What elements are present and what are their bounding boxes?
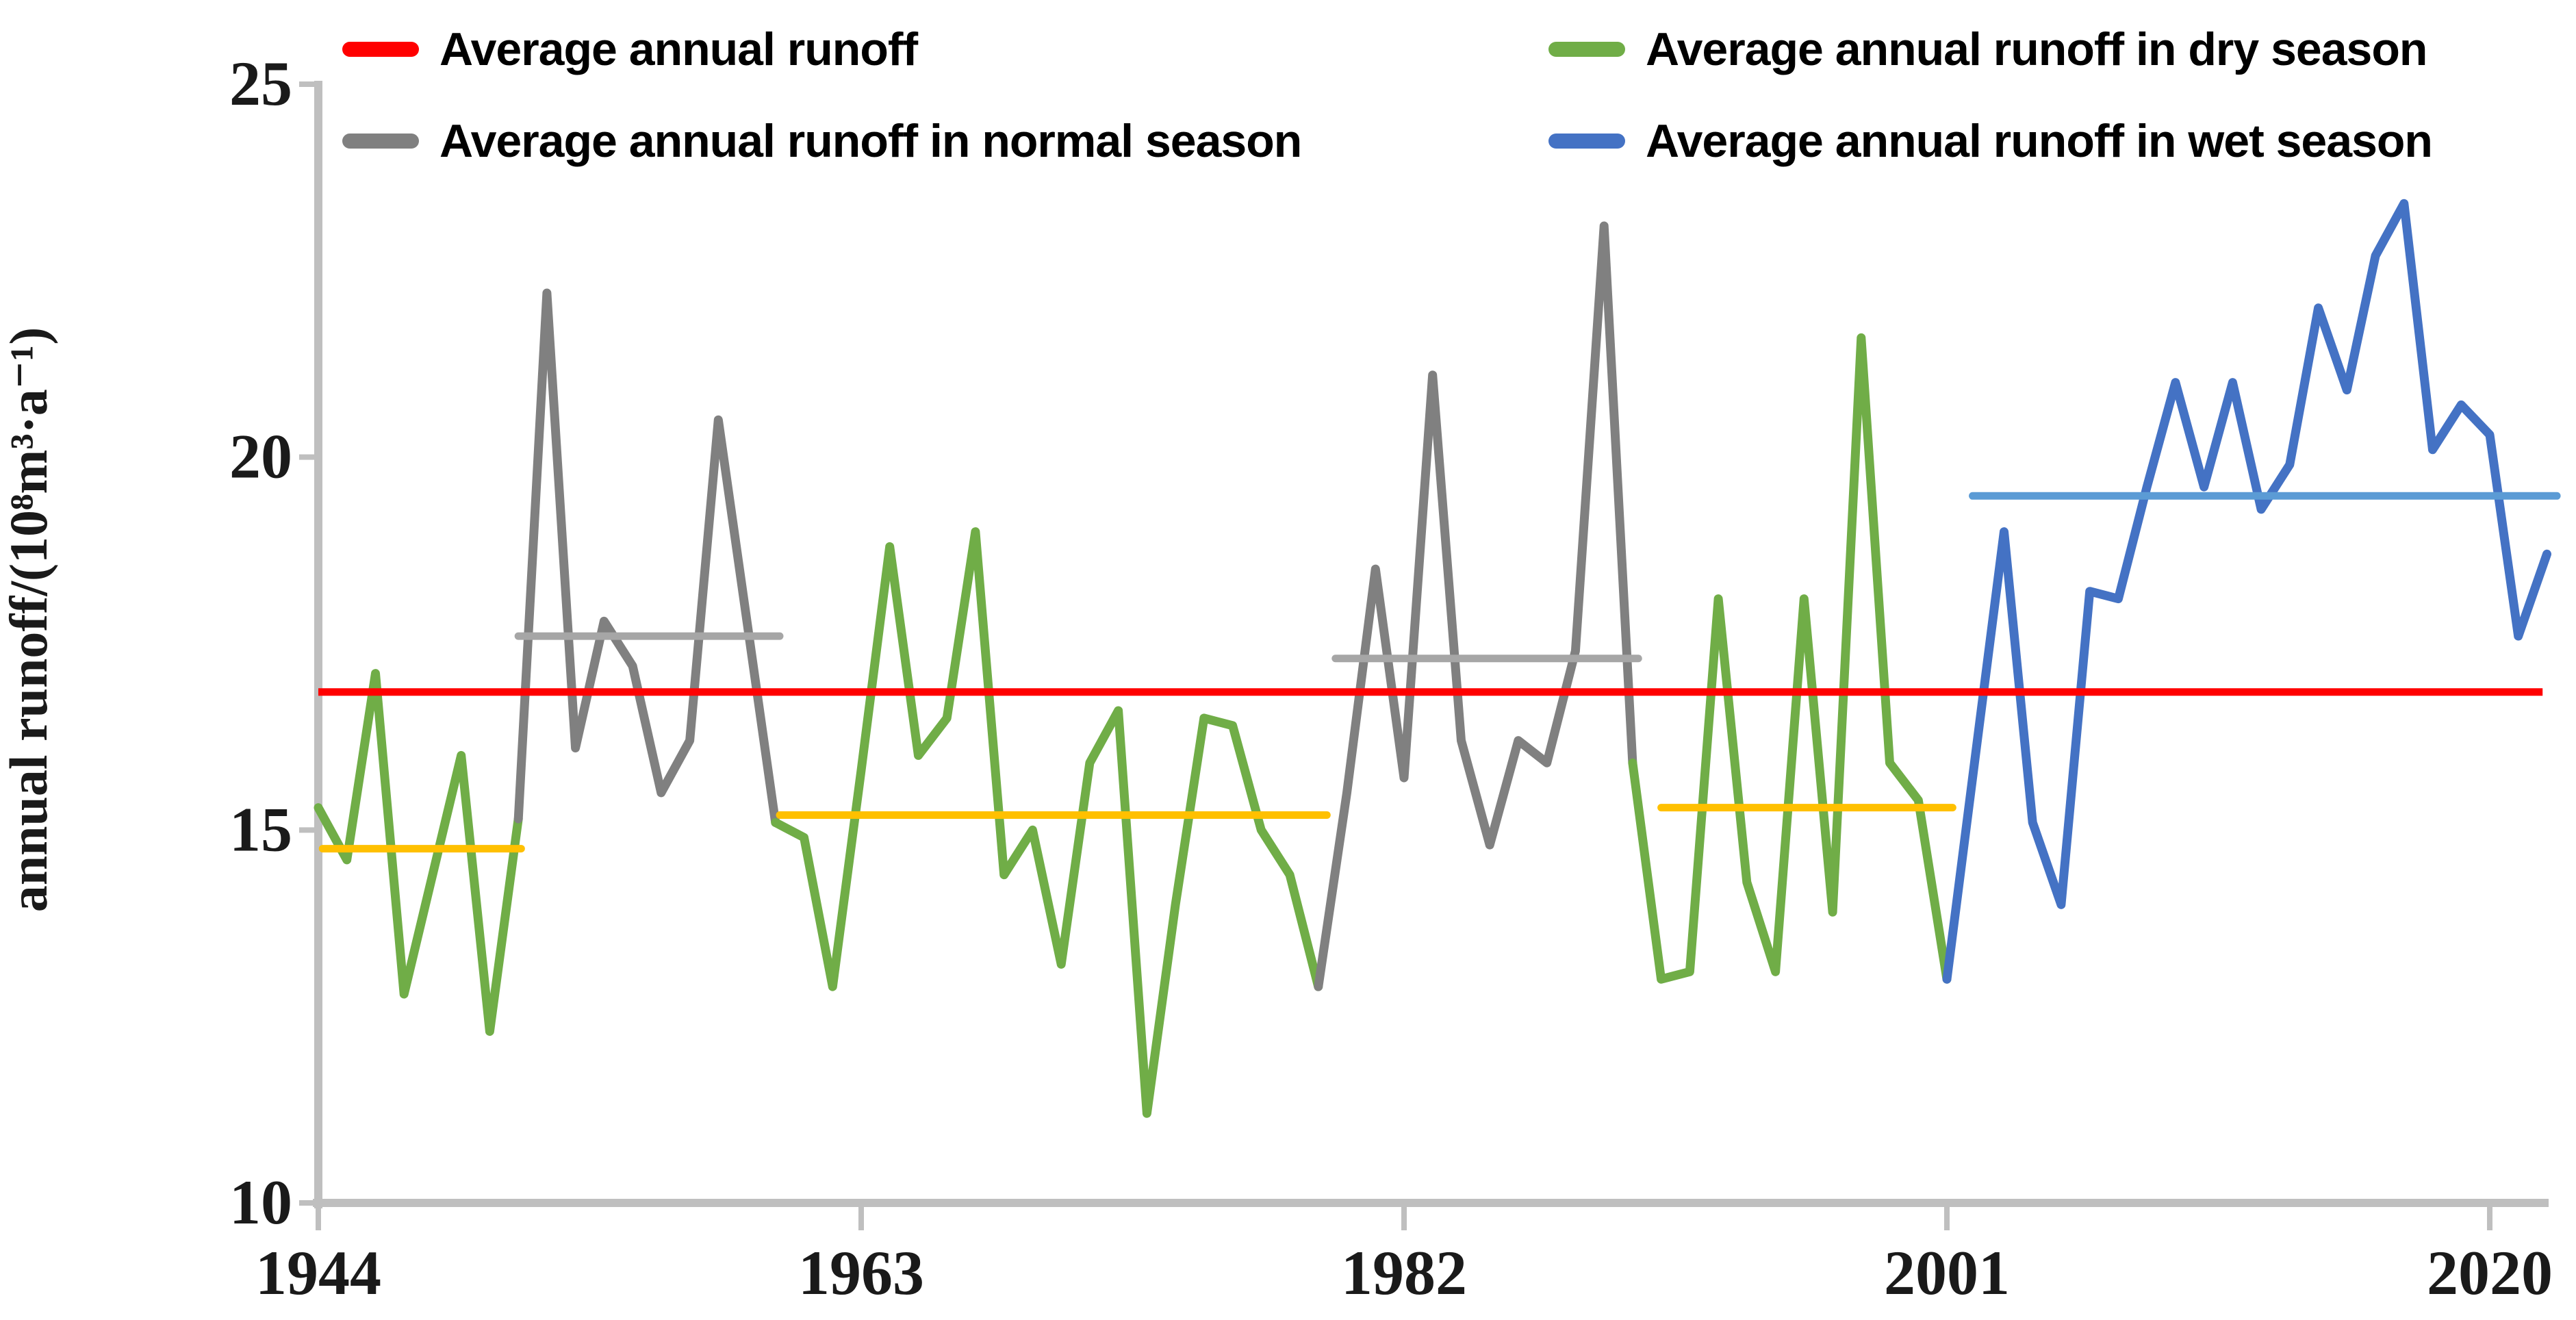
legend-item-average-annual-runoff-dry-season: Average annual runoff in dry season (1548, 15, 2427, 84)
x-tick-label: 2001 (1884, 1238, 2010, 1308)
y-tick-label: 20 (229, 422, 292, 492)
y-tick-label: 25 (229, 49, 292, 118)
y-tick-label: 15 (229, 794, 292, 864)
y-tick-label: 10 (229, 1167, 292, 1237)
runoff-series-dry-segment-0 (314, 669, 523, 1036)
x-tick-label: 1982 (1341, 1238, 1467, 1308)
y-axis-title: annual runoff/(10⁸m³·a⁻¹) (0, 327, 58, 913)
runoff-series-wet-segment-5 (1942, 199, 2551, 984)
runoff-series-normal-segment-1 (513, 288, 780, 827)
x-tick-label: 1963 (798, 1238, 924, 1308)
legend-item-average-annual-runoff-wet-season: Average annual runoff in wet season (1548, 107, 2433, 175)
gray-line-icon (342, 134, 419, 149)
legend-item-average-annual-runoff: Average annual runoff (342, 15, 918, 84)
blue-line-icon (1548, 134, 1625, 149)
x-tick-label: 1944 (255, 1238, 381, 1308)
runoff-series-dry-segment-2 (771, 527, 1323, 1118)
legend-label: Average annual runoff (439, 23, 918, 75)
legend-label: Average annual runoff in wet season (1646, 115, 2433, 167)
green-line-icon (1548, 42, 1625, 57)
red-line-icon (342, 42, 419, 57)
legend-item-average-annual-runoff-normal-season: Average annual runoff in normal season (342, 107, 1302, 175)
runoff-series-normal-segment-3 (1314, 221, 1637, 991)
legend-label: Average annual runoff in dry season (1646, 23, 2427, 75)
legend-label: Average annual runoff in normal season (439, 115, 1302, 167)
runoff-series-dry-segment-4 (1628, 333, 1952, 984)
x-tick-label: 2020 (2427, 1238, 2553, 1308)
